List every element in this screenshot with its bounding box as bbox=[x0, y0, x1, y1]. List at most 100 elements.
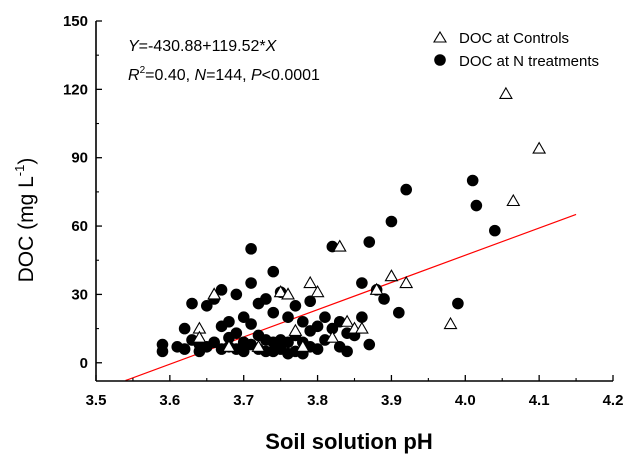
n-treatment-point bbox=[400, 183, 413, 196]
y-tick-label: 90 bbox=[71, 150, 88, 167]
n-treatment-point bbox=[237, 345, 250, 358]
n-treatment-point bbox=[230, 288, 243, 301]
control-point bbox=[399, 275, 414, 289]
n-treatment-point bbox=[237, 311, 250, 324]
y-tick-label: 120 bbox=[63, 81, 88, 98]
n-treatment-point bbox=[304, 295, 316, 308]
control-point bbox=[192, 330, 207, 343]
n-treatment-point bbox=[230, 327, 243, 339]
stat-r-var: R bbox=[128, 67, 140, 84]
x-tick-label: 4.0 bbox=[455, 392, 476, 409]
regression-statistics: R2=0.40, N=144, P<0.0001 bbox=[128, 65, 320, 84]
y-tick-label: 60 bbox=[71, 218, 88, 235]
n-treatment-point bbox=[393, 306, 405, 319]
n-treatment-point bbox=[385, 215, 398, 228]
control-point bbox=[281, 287, 295, 300]
n-treatment-point bbox=[470, 199, 483, 212]
legend: DOC at Controls DOC at N treatments bbox=[433, 30, 599, 70]
control-point bbox=[273, 285, 288, 298]
x-tick-label: 3.9 bbox=[381, 392, 402, 409]
n-treatment-point bbox=[326, 322, 339, 335]
x-tick-label: 3.5 bbox=[86, 392, 107, 409]
control-point bbox=[498, 86, 513, 99]
control-point bbox=[207, 287, 222, 300]
n-treatment-point bbox=[363, 338, 376, 351]
x-tick-label: 4.1 bbox=[529, 392, 550, 409]
n-treatment-point bbox=[363, 236, 376, 248]
n-treatment-point bbox=[178, 322, 191, 335]
control-point bbox=[295, 339, 310, 352]
control-point bbox=[303, 275, 318, 289]
n-treatment-point bbox=[466, 174, 479, 187]
y-tick-label: 30 bbox=[71, 286, 88, 303]
n-treatment-point bbox=[356, 311, 368, 324]
control-point bbox=[251, 339, 266, 352]
control-point bbox=[443, 316, 458, 330]
y-tick-label: 0 bbox=[80, 355, 88, 372]
equation-y-var: Y bbox=[128, 38, 140, 55]
n-treatment-point bbox=[208, 336, 220, 349]
y-axis-title-superscript: -1 bbox=[12, 165, 27, 177]
stat-n-value: =144, bbox=[206, 67, 251, 84]
control-point bbox=[369, 282, 384, 295]
n-treatment-point bbox=[341, 345, 353, 358]
n-treatment-point bbox=[215, 284, 228, 296]
control-point bbox=[532, 141, 547, 154]
n-treatment-point bbox=[319, 311, 331, 324]
n-treatment-point bbox=[245, 277, 257, 289]
legend-marker-n-treatments bbox=[434, 54, 446, 66]
control-point bbox=[384, 269, 399, 282]
stat-p-value: <0.0001 bbox=[262, 67, 320, 84]
stat-n-var: N bbox=[195, 67, 207, 84]
control-point bbox=[332, 239, 347, 252]
n-treatment-point bbox=[311, 320, 324, 333]
control-point bbox=[288, 323, 303, 336]
n-treatment-point bbox=[245, 243, 257, 255]
control-point bbox=[325, 330, 340, 343]
control-point bbox=[221, 339, 236, 352]
y-tick-label: 150 bbox=[63, 13, 88, 30]
n-treatment-point bbox=[319, 334, 331, 346]
legend-label-controls: DOC at Controls bbox=[459, 30, 569, 47]
n-treatment-point bbox=[267, 306, 280, 319]
y-axis-title: DOC (mg L-1) bbox=[12, 158, 38, 283]
x-tick-label: 3.7 bbox=[233, 392, 254, 409]
stat-p-var: P bbox=[251, 67, 262, 84]
n-treatment-point bbox=[178, 343, 191, 355]
n-treatment-point bbox=[282, 311, 294, 324]
n-treatment-point bbox=[311, 343, 324, 355]
n-treatment-point bbox=[156, 345, 169, 358]
n-treatment-point bbox=[282, 336, 294, 349]
n-treatment-point bbox=[289, 300, 302, 312]
x-tick-label: 4.2 bbox=[603, 392, 624, 409]
plot-area bbox=[125, 86, 577, 382]
n-treatment-point bbox=[245, 318, 257, 330]
control-point bbox=[506, 193, 521, 207]
y-axis-title-main: DOC (mg L bbox=[15, 176, 38, 282]
x-tick-label: 3.6 bbox=[159, 392, 180, 409]
control-point bbox=[340, 314, 355, 327]
n-treatment-point bbox=[200, 300, 213, 312]
axes: 3.5 3.6 3.7 3.8 3.9 4.0 4.1 4.2 0 30 60 90 120 150 bbox=[63, 13, 623, 409]
n-treatment-point bbox=[378, 293, 390, 305]
equation-body: =-430.88+119.52* bbox=[139, 38, 266, 55]
legend-marker-controls bbox=[433, 30, 447, 43]
n-treatment-point bbox=[489, 224, 501, 237]
x-tick-label: 3.8 bbox=[307, 392, 328, 409]
control-point bbox=[354, 321, 369, 334]
equation-x-var: X bbox=[265, 38, 278, 55]
y-axis-title-close: ) bbox=[15, 158, 38, 165]
n-treatment-point bbox=[223, 315, 235, 328]
n-treatment-point bbox=[356, 277, 368, 289]
legend-label-n-treatments: DOC at N treatments bbox=[459, 53, 599, 70]
control-point bbox=[310, 285, 325, 298]
stat-r-superscript: 2 bbox=[140, 65, 146, 76]
stat-r-value: =0.40, bbox=[145, 67, 194, 84]
n-treatment-point bbox=[186, 297, 198, 310]
n-treatment-point bbox=[452, 297, 464, 310]
x-axis-title: Soil solution pH bbox=[265, 429, 432, 454]
n-treatment-point bbox=[297, 315, 309, 328]
n-treatment-point bbox=[267, 265, 280, 278]
regression-equation: Y=-430.88+119.52*X bbox=[128, 38, 278, 55]
